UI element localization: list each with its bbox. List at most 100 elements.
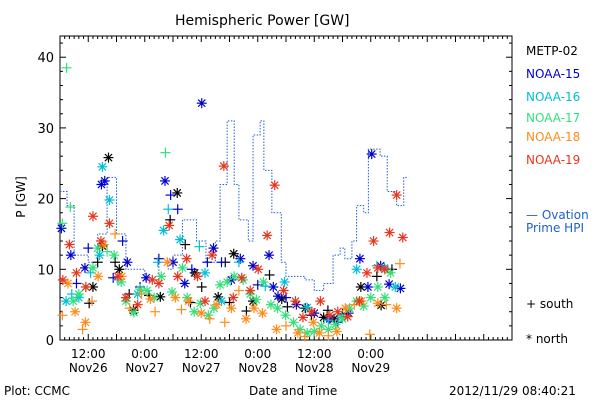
noaa-17-north-point xyxy=(272,303,283,314)
metp-02-south-point xyxy=(165,214,176,225)
noaa-17-north-point xyxy=(222,277,233,288)
noaa-18-south-point xyxy=(381,299,392,310)
legend-noaa16: NOAA-16 xyxy=(526,90,581,104)
noaa-17-north-point xyxy=(135,284,146,295)
metp-02-north-point xyxy=(228,248,239,259)
noaa-19-north-point xyxy=(269,180,280,191)
noaa-18-north-point xyxy=(70,306,81,317)
noaa-18-north-point xyxy=(308,317,319,328)
noaa-15-south-point xyxy=(83,243,94,254)
noaa-15-north-point xyxy=(208,243,219,254)
noaa-17-north-point xyxy=(379,292,390,303)
noaa-19-north-point xyxy=(262,230,273,241)
noaa-17-south-point xyxy=(61,62,72,73)
noaa-19-north-point xyxy=(112,271,123,282)
noaa-18-north-point xyxy=(391,303,402,314)
noaa-18-north-point xyxy=(292,327,303,338)
noaa-17-south-point xyxy=(160,147,171,158)
noaa-19-north-point xyxy=(181,253,192,264)
noaa-17-north-point xyxy=(73,289,84,300)
noaa-19-north-point xyxy=(245,285,256,296)
noaa-19-north-point xyxy=(132,299,143,310)
metp-02-south-point xyxy=(196,281,207,292)
noaa-16-south-point xyxy=(163,204,174,215)
noaa-19-north-point xyxy=(361,267,372,278)
noaa-19-north-point xyxy=(236,272,247,283)
noaa-18-south-point xyxy=(219,317,230,328)
x-tick-label-date: Nov26 xyxy=(69,361,108,375)
y-tick-label: 30 xyxy=(37,122,54,137)
noaa-18-north-point xyxy=(63,278,74,289)
noaa-19-north-point xyxy=(384,227,395,238)
noaa-16-north-point xyxy=(61,296,72,307)
noaa-15-south-point xyxy=(186,264,197,275)
noaa-16-north-point xyxy=(279,277,290,288)
y-axis-label: P [GW] xyxy=(14,176,28,218)
noaa-15-south-point xyxy=(71,278,82,289)
x-tick-label-date: Nov29 xyxy=(351,361,390,375)
noaa-15-north-point xyxy=(264,250,275,261)
noaa-18-south-point xyxy=(87,296,98,307)
noaa-16-south-point xyxy=(152,257,163,268)
ovation-hpi-line xyxy=(60,120,409,292)
noaa-15-north-point xyxy=(99,175,110,186)
noaa-18-north-point xyxy=(314,327,325,338)
x-tick-label-time: 0:00 xyxy=(244,347,271,361)
noaa-17-north-point xyxy=(280,310,291,321)
noaa-19-north-point xyxy=(315,296,326,307)
noaa-16-north-point xyxy=(104,195,115,206)
noaa-18-south-point xyxy=(57,310,68,321)
noaa-18-north-point xyxy=(240,313,251,324)
noaa-17-north-point xyxy=(365,292,376,303)
x-tick-label-date: Nov27 xyxy=(125,361,164,375)
noaa-15-north-point xyxy=(79,262,90,273)
metp-02-south-point xyxy=(180,239,191,250)
noaa-15-south-point xyxy=(202,257,213,268)
noaa-17-north-point xyxy=(128,307,139,318)
noaa-18-south-point xyxy=(176,304,187,315)
legend-noaa15: NOAA-15 xyxy=(526,67,581,81)
footer-timestamp: 2012/11/29 08:40:21 xyxy=(449,384,576,398)
noaa-18-south-point xyxy=(233,285,244,296)
noaa-18-north-point xyxy=(183,296,194,307)
noaa-15-north-point xyxy=(354,253,365,264)
noaa-19-north-point xyxy=(391,190,402,201)
noaa-15-north-point xyxy=(235,253,246,264)
noaa-18-south-point xyxy=(281,320,291,331)
noaa-18-south-point xyxy=(77,324,88,335)
noaa-19-north-point xyxy=(228,292,239,303)
noaa-18-north-point xyxy=(211,299,222,310)
noaa-18-north-point xyxy=(80,317,91,328)
noaa-15-south-point xyxy=(165,190,176,201)
noaa-15-south-point xyxy=(117,236,128,247)
metp-02-south-point xyxy=(92,257,103,268)
noaa-15-south-point xyxy=(281,292,291,303)
noaa-17-north-point xyxy=(87,262,98,273)
x-tick-label-date: Nov27 xyxy=(182,361,221,375)
x-tick-label-time: 0:00 xyxy=(357,347,384,361)
metp-02-south-point xyxy=(84,298,95,309)
south-text: south xyxy=(539,297,574,311)
noaa-19-north-point xyxy=(57,274,68,285)
metp-02-south-point xyxy=(282,301,293,312)
noaa-17-north-point xyxy=(109,250,120,261)
legend-noaa17: NOAA-17 xyxy=(526,111,581,125)
noaa-15-north-point xyxy=(159,175,170,186)
south-symbol: + xyxy=(526,297,537,311)
noaa-17-south-point xyxy=(65,202,76,213)
legend-metp02: METP-02 xyxy=(526,44,578,58)
legend-noaa18: NOAA-18 xyxy=(526,130,581,144)
metp-02-north-point xyxy=(114,264,125,275)
noaa-18-north-point xyxy=(372,298,383,309)
noaa-17-north-point xyxy=(167,286,178,297)
ovation-label-line1: — Ovation xyxy=(526,208,589,222)
noaa-18-south-point xyxy=(204,313,215,324)
north-text: north xyxy=(535,332,569,346)
y-tick-label: 20 xyxy=(37,193,54,208)
noaa-19-north-point xyxy=(172,271,183,282)
noaa-15-north-point xyxy=(179,278,190,289)
noaa-15-south-point xyxy=(216,257,227,268)
noaa-16-south-point xyxy=(194,241,205,252)
noaa-15-north-point xyxy=(268,281,279,292)
legend-noaa19: NOAA-19 xyxy=(526,153,581,167)
